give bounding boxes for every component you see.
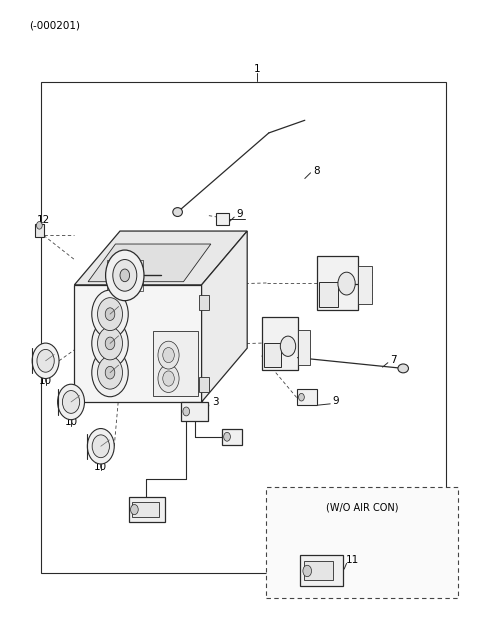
Ellipse shape	[120, 269, 130, 282]
Bar	[199, 377, 209, 392]
Bar	[319, 282, 338, 307]
Text: 9: 9	[237, 209, 243, 219]
Bar	[298, 330, 310, 365]
Ellipse shape	[62, 391, 80, 413]
Ellipse shape	[92, 349, 128, 397]
Ellipse shape	[92, 319, 128, 367]
Text: 1: 1	[253, 64, 260, 74]
Ellipse shape	[338, 272, 355, 295]
Bar	[132, 502, 159, 517]
Ellipse shape	[299, 393, 304, 401]
Ellipse shape	[87, 429, 114, 464]
Polygon shape	[88, 244, 211, 282]
Bar	[304, 561, 333, 580]
Ellipse shape	[106, 250, 144, 301]
Bar	[216, 213, 229, 225]
Ellipse shape	[163, 348, 174, 363]
Text: 10: 10	[94, 461, 108, 472]
Ellipse shape	[224, 432, 230, 441]
Ellipse shape	[36, 222, 42, 229]
Text: 2: 2	[133, 235, 140, 246]
Bar	[199, 295, 209, 310]
Text: 3: 3	[212, 397, 218, 407]
Ellipse shape	[105, 337, 115, 349]
Ellipse shape	[163, 371, 174, 386]
Bar	[181, 402, 208, 421]
Polygon shape	[317, 256, 358, 310]
Bar	[222, 429, 242, 445]
Polygon shape	[262, 316, 298, 370]
Ellipse shape	[131, 505, 138, 515]
Polygon shape	[74, 285, 202, 402]
Bar	[41, 82, 446, 573]
Ellipse shape	[158, 365, 179, 392]
Polygon shape	[202, 231, 247, 402]
Text: 4: 4	[157, 503, 164, 513]
Bar	[266, 487, 458, 598]
Ellipse shape	[105, 308, 115, 320]
Text: 12: 12	[36, 215, 50, 225]
Text: 7: 7	[390, 354, 397, 365]
Ellipse shape	[92, 290, 128, 338]
Ellipse shape	[105, 367, 115, 379]
Bar	[300, 555, 343, 586]
Bar	[35, 224, 44, 237]
Bar	[264, 343, 281, 367]
Bar	[297, 389, 317, 405]
Text: 5: 5	[349, 289, 356, 299]
Ellipse shape	[97, 356, 122, 389]
Ellipse shape	[92, 435, 109, 458]
Text: 10: 10	[64, 417, 78, 427]
Ellipse shape	[37, 349, 54, 372]
Ellipse shape	[398, 364, 408, 373]
Bar	[129, 497, 165, 522]
Text: (-000201): (-000201)	[29, 20, 80, 30]
Ellipse shape	[173, 208, 182, 216]
Text: 6: 6	[273, 339, 279, 349]
Ellipse shape	[183, 407, 190, 416]
Bar	[153, 331, 198, 396]
Text: 8: 8	[313, 166, 320, 176]
Ellipse shape	[280, 336, 296, 356]
Ellipse shape	[97, 298, 122, 330]
Polygon shape	[74, 231, 247, 285]
Ellipse shape	[303, 565, 312, 577]
Bar	[358, 266, 372, 304]
Ellipse shape	[58, 384, 84, 420]
Text: 9: 9	[333, 396, 339, 406]
Ellipse shape	[32, 343, 59, 379]
Ellipse shape	[97, 327, 122, 360]
Ellipse shape	[113, 260, 137, 291]
Ellipse shape	[158, 341, 179, 369]
Text: 10: 10	[39, 376, 52, 386]
Text: 11: 11	[346, 555, 360, 565]
Text: (W/O AIR CON): (W/O AIR CON)	[326, 503, 399, 513]
